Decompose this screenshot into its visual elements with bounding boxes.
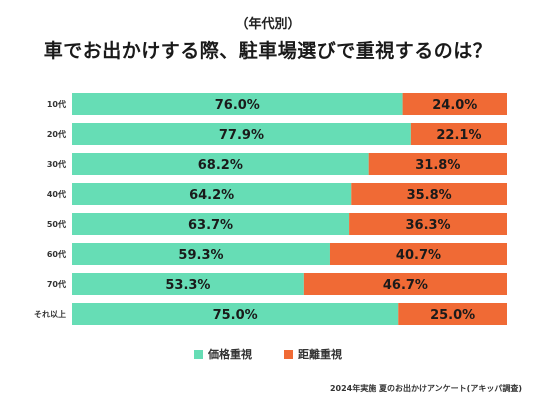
bar-distance [303,273,507,295]
legend-swatch-distance [284,349,293,359]
bar-distance [368,153,507,175]
bar-distance [329,243,507,265]
bar-price [72,123,411,145]
bar-distance [398,303,507,325]
data-label: 25.0% [430,308,475,323]
data-label: 59.3% [178,248,223,263]
data-label: 68.2% [198,158,243,173]
legend: 価格重視 距離重視 [0,346,536,362]
legend-swatch-price [194,349,203,359]
legend-item-distance: 距離重視 [284,346,342,362]
bar-distance [349,213,507,235]
data-label: 24.0% [432,98,477,113]
bar-price [72,183,352,205]
data-label: 46.7% [383,278,428,293]
bar-price [72,213,350,235]
bar-price [72,153,369,175]
chart-title: 車でお出かけする際、駐車場選びで重視するのは？ [43,40,493,62]
category-label: それ以上 [34,309,66,319]
data-label: 64.2% [189,188,234,203]
category-label: 30代 [47,159,66,169]
bar-distance [351,183,507,205]
bar-price [72,243,330,265]
bar-distance [402,93,507,115]
footnote: 2024年実施 夏のお出かけアンケート(アキッパ調査) [329,384,522,393]
legend-label-distance: 距離重視 [298,348,342,361]
category-label: 10代 [47,99,66,109]
data-label: 53.3% [165,278,210,293]
data-label: 40.7% [396,248,441,263]
category-label: 70代 [47,279,66,289]
bar-distance [410,123,507,145]
data-label: 35.8% [407,188,452,203]
data-label: 22.1% [436,128,481,143]
category-label: 40代 [47,189,66,199]
data-label: 76.0% [215,98,260,113]
bar-price [72,93,403,115]
data-label: 77.9% [219,128,264,143]
bar-price [72,303,399,325]
category-label: 50代 [47,219,66,229]
legend-label-price: 価格重視 [208,348,252,361]
category-label: 60代 [47,249,66,259]
data-label: 36.3% [405,218,450,233]
chart-subtitle: （年代別） [235,17,301,32]
data-label: 31.8% [415,158,460,173]
legend-item-price: 価格重視 [194,346,252,362]
category-label: 20代 [47,129,66,139]
bar-price [72,273,304,295]
data-label: 75.0% [213,308,258,323]
data-label: 63.7% [188,218,233,233]
